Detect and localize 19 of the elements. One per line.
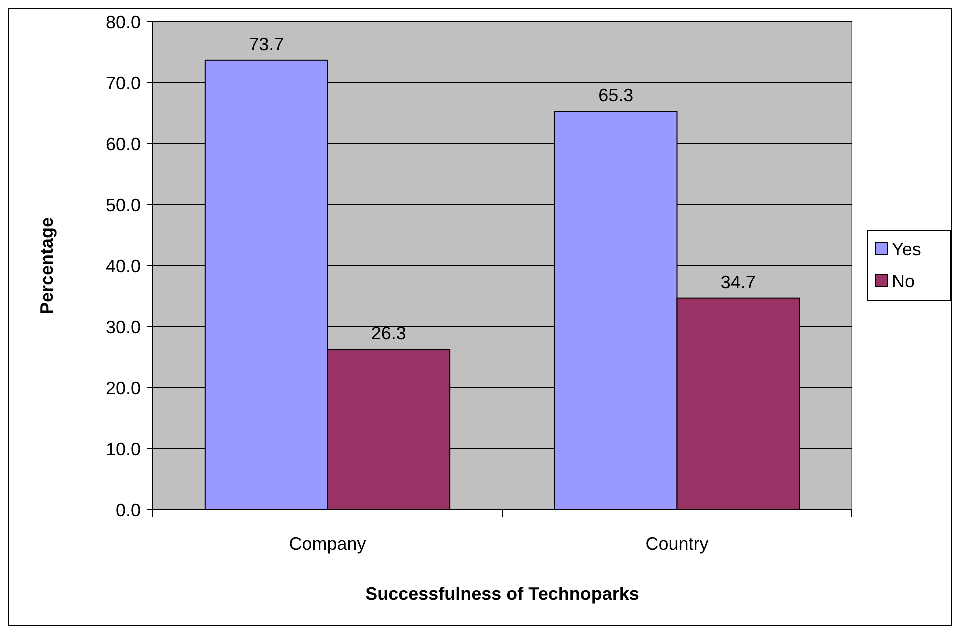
x-tick-label: Country bbox=[646, 534, 709, 554]
y-tick-label: 80.0 bbox=[106, 12, 141, 32]
legend-label: Yes bbox=[892, 239, 922, 260]
data-label: 34.7 bbox=[720, 272, 756, 292]
y-tick-label: 50.0 bbox=[106, 195, 141, 216]
y-tick-label: 30.0 bbox=[106, 317, 141, 338]
y-axis-title: Percentage bbox=[37, 217, 57, 315]
y-tick-label: 10.0 bbox=[106, 439, 141, 460]
x-tick-label: Company bbox=[289, 534, 366, 554]
y-tick-label: 70.0 bbox=[106, 73, 141, 94]
y-tick-label: 20.0 bbox=[106, 378, 141, 398]
data-label: 73.7 bbox=[249, 34, 284, 54]
y-tick-label: 60.0 bbox=[106, 134, 141, 154]
data-label: 65.3 bbox=[598, 86, 634, 106]
data-label: 26.3 bbox=[371, 324, 406, 344]
y-tick-label: 40.0 bbox=[106, 256, 141, 276]
legend-label: No bbox=[892, 271, 916, 292]
x-axis-title: Successfulness of Technoparks bbox=[366, 584, 640, 604]
y-tick-label: 0.0 bbox=[116, 500, 141, 520]
